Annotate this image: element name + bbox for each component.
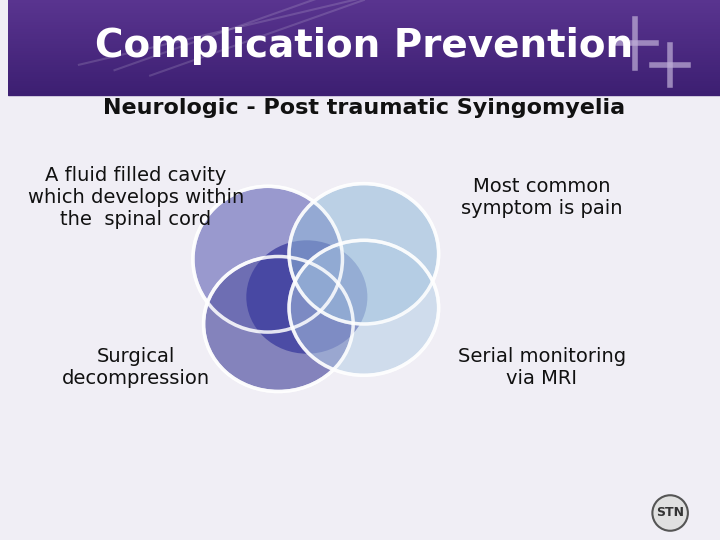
Bar — [8, 42, 720, 45]
Text: Most common
symptom is pain: Most common symptom is pain — [462, 177, 623, 218]
Ellipse shape — [246, 240, 367, 354]
Bar — [8, 18, 720, 21]
Bar — [8, 75, 720, 78]
Bar — [8, 84, 720, 87]
Bar — [8, 32, 720, 36]
Bar — [8, 21, 720, 24]
FancyBboxPatch shape — [8, 0, 720, 94]
Bar — [8, 25, 720, 29]
Bar — [8, 44, 720, 47]
Bar — [8, 87, 720, 90]
Bar — [8, 37, 720, 40]
Text: Serial monitoring
via MRI: Serial monitoring via MRI — [458, 347, 626, 388]
Bar — [8, 65, 720, 69]
Bar — [8, 94, 720, 540]
Bar — [8, 46, 720, 50]
Bar — [8, 4, 720, 7]
Text: Complication Prevention: Complication Prevention — [95, 27, 633, 65]
Bar — [8, 63, 720, 66]
Bar — [8, 14, 720, 17]
Bar — [8, 68, 720, 71]
Bar — [8, 51, 720, 55]
Bar — [8, 6, 720, 10]
Ellipse shape — [204, 256, 353, 392]
Bar — [8, 80, 720, 83]
Ellipse shape — [289, 184, 438, 324]
Ellipse shape — [289, 240, 438, 375]
Bar — [8, 39, 720, 43]
Bar — [8, 16, 720, 19]
Bar — [8, 82, 720, 85]
Bar — [8, 35, 720, 38]
Bar — [8, 0, 720, 2]
Bar — [8, 61, 720, 64]
Bar — [8, 54, 720, 57]
Bar — [8, 2, 720, 5]
Bar — [8, 28, 720, 31]
Text: STN: STN — [656, 507, 684, 519]
Bar — [8, 89, 720, 92]
Bar — [8, 23, 720, 26]
Bar — [8, 30, 720, 33]
Bar — [8, 77, 720, 80]
Ellipse shape — [193, 186, 343, 332]
Bar — [8, 11, 720, 14]
Text: Neurologic - Post traumatic Syingomyelia: Neurologic - Post traumatic Syingomyelia — [103, 98, 625, 118]
Bar — [8, 58, 720, 62]
Text: Surgical
decompression: Surgical decompression — [62, 347, 210, 388]
Bar — [8, 56, 720, 59]
Bar — [8, 9, 720, 12]
Bar — [8, 73, 720, 76]
Bar — [8, 70, 720, 73]
Text: A fluid filled cavity
which develops within
the  spinal cord: A fluid filled cavity which develops wit… — [28, 166, 244, 228]
Bar — [8, 92, 720, 94]
Bar — [8, 49, 720, 52]
